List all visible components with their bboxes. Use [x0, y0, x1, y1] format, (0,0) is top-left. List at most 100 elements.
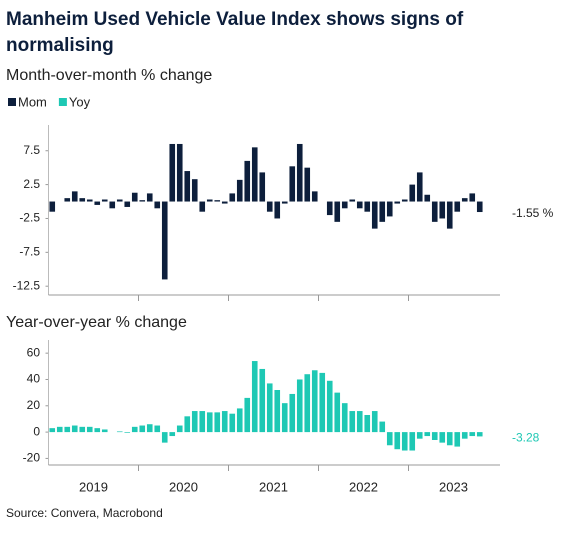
- bar: [146, 424, 153, 433]
- bar: [304, 374, 311, 433]
- bar: [229, 193, 236, 202]
- bar: [326, 201, 333, 216]
- x-tick-label: 2020: [169, 479, 198, 494]
- bar: [266, 383, 273, 433]
- bar: [154, 201, 161, 209]
- bar: [424, 432, 431, 437]
- bar: [139, 425, 146, 433]
- bar: [341, 201, 348, 209]
- y-tick-label: 0: [33, 424, 40, 438]
- bar: [326, 380, 333, 433]
- bar: [259, 172, 266, 202]
- bar: [274, 390, 281, 433]
- bar: [131, 192, 138, 202]
- bar: [476, 432, 483, 437]
- bar: [296, 143, 303, 202]
- y-tick-label: -7.5: [19, 245, 40, 259]
- bar: [199, 201, 206, 212]
- bar: [304, 167, 311, 202]
- legend-swatch: [8, 98, 16, 106]
- bar: [64, 198, 71, 202]
- end-label: -1.55 %: [512, 206, 554, 220]
- bar: [146, 193, 153, 202]
- bar: [289, 166, 296, 202]
- bar: [349, 411, 356, 433]
- bar: [71, 191, 78, 202]
- bar: [379, 201, 386, 222]
- bar: [206, 412, 213, 433]
- bar: [356, 201, 363, 209]
- bar: [49, 428, 56, 433]
- y-tick-label: -12.5: [13, 278, 41, 292]
- bar: [266, 201, 273, 212]
- bar: [71, 425, 78, 433]
- bar: [281, 403, 288, 433]
- y-tick-label: 60: [27, 345, 41, 359]
- bar: [214, 200, 221, 202]
- y-tick-label: -2.5: [19, 211, 40, 225]
- bar: [364, 415, 371, 433]
- bar: [199, 411, 206, 433]
- bar: [446, 432, 453, 446]
- bar: [394, 201, 401, 204]
- bar: [349, 199, 356, 202]
- bar: [334, 201, 341, 222]
- chart-title-1: Manheim Used Vehicle Value Index shows s…: [6, 9, 464, 30]
- bar: [356, 411, 363, 433]
- bar: [101, 199, 108, 202]
- bar: [101, 429, 108, 433]
- y-tick-label: -20: [23, 451, 41, 465]
- bar: [124, 432, 131, 433]
- bar: [394, 432, 401, 450]
- bar: [401, 199, 408, 202]
- bar: [86, 199, 93, 202]
- x-tick-label: 2021: [259, 479, 288, 494]
- bar: [236, 179, 243, 202]
- bar: [274, 201, 281, 219]
- bar: [281, 201, 288, 204]
- bar: [446, 201, 453, 229]
- bar: [79, 426, 86, 433]
- bar: [176, 143, 183, 202]
- bar: [364, 201, 371, 212]
- bar: [416, 172, 423, 202]
- bar: [311, 191, 318, 202]
- bar: [469, 432, 476, 437]
- bar: [206, 199, 213, 202]
- bar: [409, 432, 416, 451]
- bar: [461, 432, 468, 439]
- bar: [251, 147, 258, 202]
- bar: [109, 201, 116, 209]
- y-tick-label: 2.5: [23, 177, 40, 191]
- bar: [154, 425, 161, 433]
- bar: [169, 432, 176, 437]
- bar: [116, 431, 123, 433]
- bar: [469, 193, 476, 202]
- bar: [214, 412, 221, 433]
- bar: [371, 411, 378, 433]
- bar: [191, 179, 198, 202]
- bar: [124, 201, 131, 207]
- bar: [431, 201, 438, 222]
- x-tick-label: 2019: [79, 479, 108, 494]
- bar: [439, 201, 446, 219]
- bar: [386, 201, 393, 217]
- bar: [94, 428, 101, 433]
- bar: [139, 200, 146, 202]
- x-tick-label: 2022: [349, 479, 378, 494]
- bar: [161, 201, 168, 280]
- bar: [341, 403, 348, 433]
- bar: [131, 426, 138, 433]
- bar: [424, 194, 431, 202]
- subtitle: Month-over-month % change: [6, 67, 212, 84]
- bar: [244, 160, 251, 202]
- bar: [319, 372, 326, 433]
- bar: [379, 421, 386, 433]
- bar: [296, 379, 303, 433]
- bar: [371, 201, 378, 229]
- chart-title-2: normalising: [6, 35, 114, 56]
- subtitle: Year-over-year % change: [6, 314, 187, 331]
- bar: [259, 368, 266, 433]
- bar: [236, 408, 243, 433]
- y-tick-label: 7.5: [23, 143, 40, 157]
